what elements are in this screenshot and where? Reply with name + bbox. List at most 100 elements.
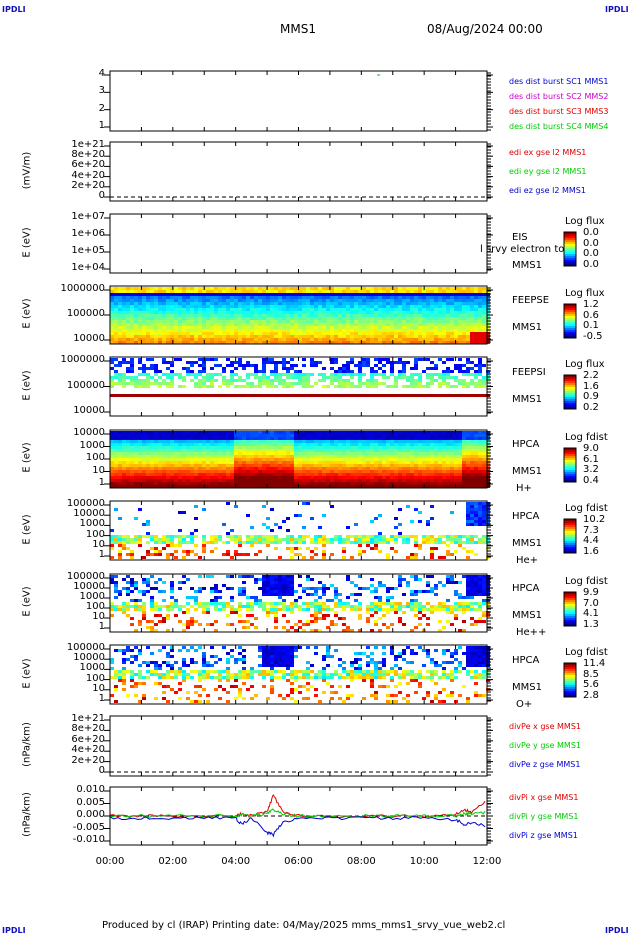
spectrogram-cell [426, 332, 430, 335]
spectrogram-cell [358, 394, 362, 397]
spectrogram-cell [358, 302, 362, 305]
spectrogram-cell [374, 434, 378, 437]
spectrogram-cell [230, 458, 234, 461]
spectrogram-cell [394, 308, 398, 311]
spectrogram-cell [118, 476, 122, 479]
spectrogram-cell [434, 437, 438, 440]
spectrogram-cell [138, 452, 142, 455]
spectrogram-cell [246, 338, 250, 341]
spectrogram-cell [466, 373, 470, 376]
spectrogram-cell [270, 458, 274, 461]
spectrogram-cell [278, 526, 282, 529]
spectrogram-cell [478, 314, 482, 317]
colorbar-segment [564, 334, 576, 336]
spectrogram-cell [318, 470, 322, 473]
spectrogram-cell [302, 479, 306, 482]
spectrogram-cell [350, 455, 354, 458]
spectrogram-cell [154, 296, 158, 299]
spectrogram-cell [434, 464, 438, 467]
spectrogram-cell [262, 296, 266, 299]
spectrogram-cell [314, 431, 318, 434]
spectrogram-cell [182, 434, 186, 437]
spectrogram-cell [318, 311, 322, 314]
spectrogram-cell [338, 326, 342, 329]
spectrogram-cell [446, 296, 450, 299]
spectrogram-cell [322, 394, 326, 397]
spectrogram-cell [170, 290, 174, 293]
spectrogram-cell [470, 437, 474, 440]
spectrogram-cell [250, 385, 254, 388]
spectrogram-cell [278, 541, 282, 544]
spectrogram-cell [214, 293, 218, 296]
spectrogram-cell [438, 335, 442, 338]
spectrogram-cell [142, 287, 146, 290]
spectrogram-cell [386, 323, 390, 326]
spectrogram-cell [378, 437, 382, 440]
spectrogram-cell [470, 335, 474, 338]
spectrogram-cell [310, 473, 314, 476]
spectrogram-cell [314, 329, 318, 332]
spectrogram-cell [482, 473, 486, 476]
spectrogram-cell [382, 482, 386, 485]
spectrogram-cell [302, 302, 306, 305]
spectrogram-cell [258, 332, 262, 335]
spectrogram-cell [302, 287, 306, 290]
spectrogram-cell [442, 434, 446, 437]
spectrogram-cell [470, 446, 474, 449]
spectrogram-cell [366, 461, 370, 464]
spectrogram-cell [198, 479, 202, 482]
spectrogram-cell [122, 535, 126, 538]
spectrogram-cell [346, 434, 350, 437]
spectrogram-cell [298, 455, 302, 458]
spectrogram-cell [294, 338, 298, 341]
spectrogram-cell [134, 394, 138, 397]
spectrogram-cell [458, 431, 462, 434]
spectrogram-cell [350, 470, 354, 473]
spectrogram-cell [314, 299, 318, 302]
spectrogram-cell [222, 476, 226, 479]
spectrogram-cell [150, 323, 154, 326]
spectrogram-cell [402, 305, 406, 308]
spectrogram-cell [342, 367, 346, 370]
spectrogram-cell [286, 464, 290, 467]
spectrogram-cell [314, 308, 318, 311]
spectrogram-cell [394, 323, 398, 326]
spectrogram-cell [314, 311, 318, 314]
spectrogram-cell [386, 361, 390, 364]
spectrogram-cell [190, 361, 194, 364]
spectrogram-cell [206, 476, 210, 479]
spectrogram-cell [358, 335, 362, 338]
spectrogram-cell [146, 431, 150, 434]
spectrogram-cell [414, 379, 418, 382]
spectrogram-cell [158, 370, 162, 373]
spectrogram-cell [214, 479, 218, 482]
spectrogram-cell [458, 311, 462, 314]
spectrogram-cell [386, 446, 390, 449]
spectrogram-cell [386, 541, 390, 544]
spectrogram-cell [186, 467, 190, 470]
spectrogram-cell [414, 440, 418, 443]
spectrogram-cell [222, 431, 226, 434]
colorbar-segment [564, 472, 576, 474]
spectrogram-cell [290, 320, 294, 323]
spectrogram-cell [150, 332, 154, 335]
spectrogram-cell [466, 467, 470, 470]
spectrogram-cell [362, 290, 366, 293]
spectrogram-cell [310, 440, 314, 443]
spectrogram-cell [282, 287, 286, 290]
spectrogram-cell [110, 476, 114, 479]
spectrogram-cell [190, 473, 194, 476]
spectrogram-cell [294, 305, 298, 308]
spectrogram-cell [142, 332, 146, 335]
spectrogram-cell [302, 440, 306, 443]
spectrogram-cell [286, 382, 290, 385]
spectrogram-cell [474, 323, 478, 326]
spectrogram-cell [238, 311, 242, 314]
spectrogram-cell [126, 437, 130, 440]
spectrogram-cell [262, 446, 266, 449]
spectrogram-cell [382, 394, 386, 397]
spectrogram-cell [482, 364, 486, 367]
spectrogram-cell [418, 338, 422, 341]
spectrogram-cell [198, 394, 202, 397]
spectrogram-cell [318, 482, 322, 485]
